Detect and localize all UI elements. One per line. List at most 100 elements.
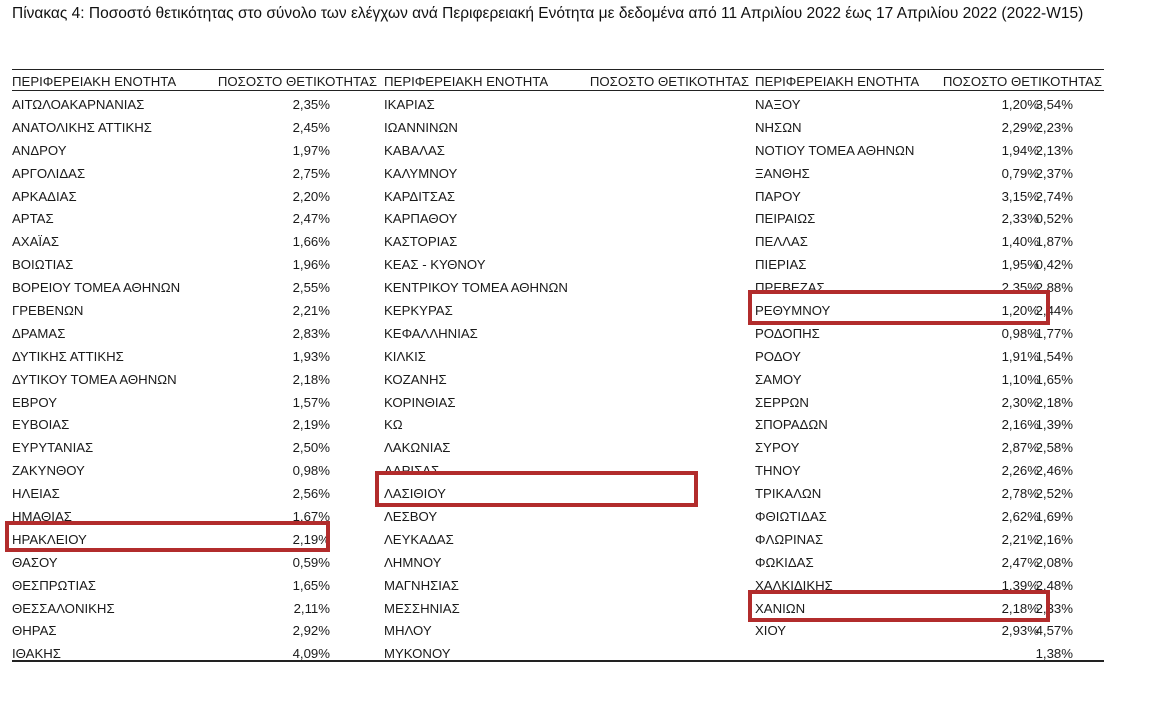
region-name: ΑΧΑΪΑΣ	[12, 234, 59, 250]
positivity-value: 2,44%	[1035, 303, 1073, 319]
region-name: ΠΙΕΡΙΑΣ	[755, 257, 807, 273]
positivity-value: 1,96%	[292, 257, 330, 273]
region-name: ΦΘΙΩΤΙΔΑΣ	[755, 509, 827, 525]
positivity-value: 2,58%	[1035, 440, 1073, 456]
positivity-value: 1,93%	[292, 348, 330, 364]
region-name: ΘΕΣΠΡΩΤΙΑΣ	[12, 577, 97, 593]
region-name: ΧΑΝΙΩΝ	[755, 600, 806, 616]
positivity-value: 2,19%	[292, 417, 330, 433]
region-name: ΜΕΣΣΗΝΙΑΣ	[384, 600, 460, 616]
positivity-value: 2,18%	[1001, 600, 1039, 616]
positivity-value: 1,10%	[1001, 371, 1039, 387]
table-header-rule	[12, 90, 1104, 91]
table-caption: Πίνακας 4: Ποσοστό θετικότητας στο σύνολ…	[12, 5, 1084, 22]
positivity-value: 2,45%	[292, 119, 330, 135]
positivity-value: 2,33%	[1001, 211, 1039, 227]
positivity-value: 1,95%	[1001, 257, 1039, 273]
positivity-value: 1,38%	[1035, 646, 1073, 662]
positivity-value: 2,21%	[292, 303, 330, 319]
positivity-value: 1,94%	[1001, 142, 1039, 158]
header-positivity-3: ΠΟΣΟΣΤΟ ΘΕΤΙΚΟΤΗΤΑΣ	[942, 74, 1102, 89]
region-name: ΔΥΤΙΚΗΣ ΑΤΤΙΚΗΣ	[12, 348, 124, 364]
positivity-value: 1,91%	[1001, 348, 1039, 364]
positivity-value: 2,78%	[1001, 486, 1039, 502]
region-name: ΤΡΙΚΑΛΩΝ	[755, 486, 822, 502]
region-name: ΚΑΒΑΛΑΣ	[384, 142, 445, 158]
region-name: ΠΑΡΟΥ	[755, 188, 801, 204]
region-name: ΣΕΡΡΩΝ	[755, 394, 809, 410]
highlight-box-lasithiou	[375, 471, 698, 507]
positivity-value: 1,40%	[1001, 234, 1039, 250]
positivity-value: 1,57%	[292, 394, 330, 410]
positivity-value: 1,77%	[1035, 325, 1073, 341]
region-name: ΚΙΛΚΙΣ	[384, 348, 426, 364]
positivity-value: 3,15%	[1001, 188, 1039, 204]
positivity-value: 2,75%	[292, 165, 330, 181]
table-top-rule	[12, 69, 1104, 70]
region-name: ΜΗΛΟΥ	[384, 623, 432, 639]
positivity-value: 1,65%	[292, 577, 330, 593]
positivity-value: 2,18%	[1035, 394, 1073, 410]
positivity-value: 2,35%	[292, 97, 330, 112]
region-name: ΚΟΖΑΝΗΣ	[384, 371, 447, 387]
region-name: ΒΟΡΕΙΟΥ ΤΟΜΕΑ ΑΘΗΝΩΝ	[12, 280, 181, 296]
region-name: ΚΕΡΚΥΡΑΣ	[384, 303, 453, 319]
region-name: ΗΡΑΚΛΕΙΟΥ	[12, 531, 87, 547]
region-name: ΧΙΟΥ	[755, 623, 787, 639]
header-region-2: ΠΕΡΙΦΕΡΕΙΑΚΗ ΕΝΟΤΗΤΑ	[384, 74, 549, 89]
positivity-value: 1,54%	[1035, 348, 1073, 364]
region-name: ΚΑΡΔΙΤΣΑΣ	[384, 188, 456, 204]
positivity-value: 2,19%	[292, 531, 330, 547]
positivity-value: 2,52%	[1035, 486, 1073, 502]
positivity-value: 2,55%	[292, 280, 330, 296]
region-name: ΛΕΥΚΑΔΑΣ	[384, 531, 454, 547]
positivity-value: 1,66%	[292, 234, 330, 250]
positivity-value: 2,16%	[1001, 417, 1039, 433]
positivity-value: 1,67%	[292, 509, 330, 525]
positivity-value: 0,79%	[1001, 165, 1039, 181]
positivity-value: 2,29%	[1001, 119, 1039, 135]
positivity-value: 0,52%	[1035, 211, 1073, 227]
positivity-value: 3,54%	[1035, 97, 1073, 112]
positivity-value: 1,69%	[1035, 509, 1073, 525]
positivity-value: 1,20%	[1001, 303, 1039, 319]
positivity-value: 0,98%	[292, 463, 330, 479]
positivity-value: 2,16%	[1035, 531, 1073, 547]
positivity-value: 0,59%	[292, 554, 330, 570]
header-positivity-2: ΠΟΣΟΣΤΟ ΘΕΤΙΚΟΤΗΤΑΣ	[589, 74, 749, 89]
header-positivity-1: ΠΟΣΟΣΤΟ ΘΕΤΙΚΟΤΗΤΑΣ	[217, 74, 377, 89]
region-name: ΖΑΚΥΝΘΟΥ	[12, 463, 85, 479]
region-name: ΤΗΝΟΥ	[755, 463, 801, 479]
highlight-box-chanion	[748, 590, 1050, 622]
positivity-value: 2,23%	[1035, 119, 1073, 135]
region-name: ΔΥΤΙΚΟΥ ΤΟΜΕΑ ΑΘΗΝΩΝ	[12, 371, 177, 387]
region-name: ΛΑΣΙΘΙΟΥ	[384, 486, 446, 502]
positivity-value: 2,13%	[1035, 142, 1073, 158]
positivity-value: 2,46%	[1035, 463, 1073, 479]
region-name: ΑΡΤΑΣ	[12, 211, 54, 227]
region-name: ΘΕΣΣΑΛΟΝΙΚΗΣ	[12, 600, 115, 616]
region-name: ΣΠΟΡΑΔΩΝ	[755, 417, 828, 433]
positivity-value: 2,11%	[293, 600, 330, 616]
region-name: ΚΕΑΣ - ΚΥΘΝΟΥ	[384, 257, 486, 273]
region-name: ΛΗΜΝΟΥ	[384, 554, 442, 570]
positivity-value: 2,47%	[292, 211, 330, 227]
region-name: ΚΕΝΤΡΙΚΟΥ ΤΟΜΕΑ ΑΘΗΝΩΝ	[384, 280, 568, 296]
positivity-value: 1,39%	[1001, 577, 1039, 593]
positivity-value: 2,48%	[1035, 577, 1073, 593]
table-bottom-rule	[12, 660, 1104, 662]
region-name: ΑΝΔΡΟΥ	[12, 142, 67, 158]
positivity-value: 4,09%	[292, 646, 330, 662]
positivity-value: 1,97%	[292, 142, 330, 158]
positivity-value: 2,37%	[1035, 165, 1073, 181]
positivity-value: 2,62%	[1001, 509, 1039, 525]
region-name: ΗΛΕΙΑΣ	[12, 486, 60, 502]
region-name: ΑΡΓΟΛΙΔΑΣ	[12, 165, 86, 181]
positivity-value: 0,98%	[1001, 325, 1039, 341]
positivity-value: 2,30%	[1001, 394, 1039, 410]
positivity-value: 0,42%	[1035, 257, 1073, 273]
region-name: ΠΕΙΡΑΙΩΣ	[755, 211, 816, 227]
region-name: ΜΑΓΝΗΣΙΑΣ	[384, 577, 459, 593]
positivity-value: 2,56%	[292, 486, 330, 502]
region-name: ΕΒΡΟΥ	[12, 394, 58, 410]
